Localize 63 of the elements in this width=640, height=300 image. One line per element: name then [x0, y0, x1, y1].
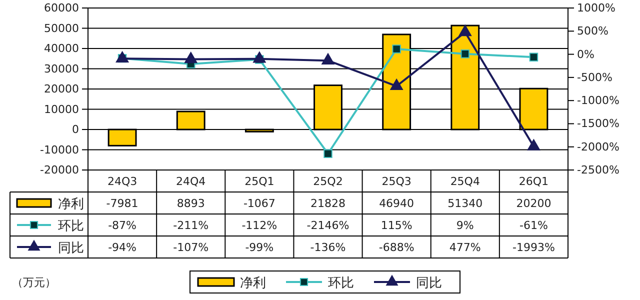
point [253, 52, 266, 63]
x-tick-label: 25Q3 [382, 175, 412, 188]
data-label: -688% [378, 241, 414, 254]
text: 同比 [416, 276, 442, 291]
x-tick-label: 25Q4 [450, 175, 480, 188]
data-label: -112% [242, 219, 278, 232]
y-tick-label: -10000 [40, 143, 79, 156]
data-label: -87% [108, 219, 136, 232]
data-label: 21828 [310, 197, 346, 210]
y-tick-label: 0 [72, 123, 79, 136]
point [324, 149, 332, 158]
data-label: 20200 [516, 197, 552, 210]
x-tick-label: 24Q3 [107, 175, 138, 188]
y-tick-label: 50000 [44, 22, 79, 35]
y2-tick-label: -1000% [577, 94, 620, 108]
point [184, 52, 198, 64]
data-label: -211% [173, 219, 209, 232]
y2-tick-label: -1500% [577, 117, 620, 130]
data-label: 46940 [379, 197, 414, 210]
y-tick-label: 10000 [44, 102, 79, 116]
data-label: -94% [108, 241, 136, 254]
x-tick-label: 26Q1 [518, 175, 549, 188]
data-label: -136% [310, 241, 346, 254]
point [460, 49, 470, 58]
data-label: -1993% [512, 241, 555, 254]
point [527, 139, 540, 150]
data-label: -61% [520, 219, 548, 232]
y2-tick-label: 500% [577, 24, 608, 38]
text: 环比 [328, 276, 354, 291]
x-tick-label: 24Q4 [176, 175, 206, 188]
x-tick-label: 25Q2 [313, 175, 343, 188]
y2-tick-label: 0% [577, 48, 594, 61]
data-label: -99% [245, 241, 274, 254]
data-label: -2146% [306, 219, 350, 232]
data-label: -1067 [243, 197, 276, 210]
legend-label: 净利 [58, 197, 84, 212]
y-tick-label: -20000 [40, 164, 79, 177]
point [116, 51, 129, 63]
data-label: 115% [380, 219, 412, 232]
data-label: -107% [173, 241, 209, 254]
y-tick-label: 30000 [44, 62, 79, 76]
legend-label: 同比 [58, 241, 84, 256]
y2-tick-label: 1000% [577, 2, 616, 15]
point [392, 44, 401, 54]
data-label: -7981 [106, 197, 138, 210]
y2-tick-label: -2000% [577, 140, 620, 154]
point [390, 78, 403, 90]
point [458, 24, 472, 36]
y2-tick-label: -500% [577, 70, 612, 84]
x-tick-label: 25Q1 [244, 175, 274, 188]
text: 净利 [240, 276, 266, 291]
legend-label: 环比 [58, 219, 84, 234]
data-label: 477% [449, 241, 481, 254]
y2-tick-label: -2500% [577, 164, 620, 177]
text: （万元） [12, 276, 56, 289]
y-tick-label: 40000 [44, 42, 79, 56]
y-tick-label: 60000 [44, 2, 79, 15]
point [529, 52, 538, 62]
data-label: 51340 [448, 197, 483, 210]
data-label: 8893 [176, 197, 205, 210]
y-tick-label: 20000 [44, 82, 79, 96]
point [322, 53, 334, 64]
data-label: 9% [456, 219, 474, 232]
